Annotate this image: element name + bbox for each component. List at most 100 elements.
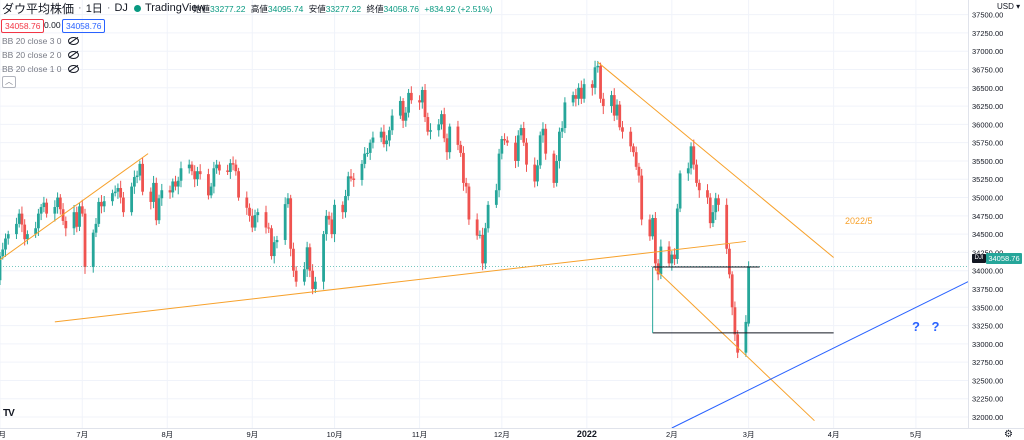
time-tick-label: 9月: [246, 430, 258, 439]
collapse-legend-button[interactable]: ︿: [2, 76, 16, 88]
eye-hidden-icon[interactable]: [67, 37, 79, 45]
candle-body: [571, 95, 575, 103]
candle-body: [264, 212, 268, 228]
candle-body: [448, 126, 452, 153]
candle-body: [130, 186, 134, 213]
annotation-question[interactable]: ? ?: [912, 319, 944, 334]
chart-header: ダウ平均株価 · 1日 · DJ TradingView: [0, 0, 205, 16]
time-axis-divider: [0, 428, 1024, 429]
interval-label[interactable]: 1日: [85, 3, 103, 15]
candle-body: [168, 190, 172, 193]
candle-body: [368, 142, 372, 153]
candle-body: [207, 174, 210, 196]
currency-selector[interactable]: USD ▾: [997, 2, 1021, 11]
candle-body: [53, 207, 57, 214]
candle-body: [736, 334, 740, 353]
price-tick-label: 37500.00: [972, 11, 1003, 20]
candle-body: [522, 128, 526, 143]
candle-body: [398, 100, 402, 116]
candle-body: [673, 254, 676, 259]
eye-hidden-icon[interactable]: [67, 65, 79, 73]
time-tick-label: 5月: [910, 430, 922, 439]
price-tick-label: 34750.00: [972, 212, 1003, 221]
candle-body: [292, 248, 295, 271]
candle-body: [313, 281, 317, 289]
candle-body: [612, 95, 616, 116]
sell-price-box[interactable]: 34058.76: [1, 19, 45, 33]
candle-body: [711, 212, 715, 224]
buy-price-box[interactable]: 34058.76: [62, 19, 106, 33]
candle-body: [714, 198, 718, 213]
candle-body: [418, 100, 421, 103]
candle-body: [675, 208, 679, 259]
candle-body: [483, 228, 487, 264]
time-tick-label: 8月: [161, 430, 173, 439]
market-status-icon: [133, 4, 141, 12]
price-tick-label: 36000.00: [972, 120, 1003, 129]
indicator-label: BB 20 close 3 0: [2, 36, 62, 46]
symbol-title[interactable]: ダウ平均株価: [2, 1, 75, 16]
candle-body: [23, 224, 27, 240]
indicator-bb-2[interactable]: BB 20 close 2 0: [2, 50, 79, 60]
candle-body: [270, 228, 273, 257]
candle-body: [119, 188, 123, 198]
candle-body: [618, 104, 622, 128]
candle-body: [401, 100, 405, 121]
candle-body: [541, 128, 545, 136]
candle-body: [176, 180, 180, 187]
candle-body: [256, 212, 260, 216]
candle-body: [500, 139, 504, 154]
tradingview-logo[interactable]: TV: [3, 408, 15, 419]
price-tick-label: 33500.00: [972, 303, 1003, 312]
candle-body: [497, 153, 501, 191]
candle-body: [190, 164, 194, 172]
candle-body: [366, 152, 369, 154]
last-price-label: 34058.76: [986, 253, 1022, 264]
candle-body: [135, 175, 139, 178]
candle-body: [97, 201, 101, 224]
candle-body: [132, 177, 136, 187]
candle-body: [121, 197, 125, 213]
candle-body: [670, 254, 674, 264]
indicator-bb-3[interactable]: BB 20 close 3 0: [2, 36, 79, 46]
eye-hidden-icon[interactable]: [67, 51, 79, 59]
time-tick-label: 10月: [327, 430, 343, 439]
candle-body: [420, 89, 424, 103]
candle-body: [36, 213, 40, 229]
gear-icon[interactable]: ⚙: [1004, 429, 1013, 440]
indicator-bb-1[interactable]: BB 20 close 1 0: [2, 64, 79, 74]
price-tick-label: 32000.00: [972, 413, 1003, 422]
symbol-code: DJ: [114, 2, 128, 14]
candle-body: [464, 182, 468, 187]
candle-body: [174, 181, 177, 187]
candle-body: [667, 246, 671, 264]
price-tick-label: 36250.00: [972, 102, 1003, 111]
candle-body: [634, 152, 638, 167]
candle-body: [75, 212, 79, 227]
candle-body: [659, 246, 663, 275]
candle-body: [538, 135, 542, 166]
annotation-year-label[interactable]: 2022/5: [845, 216, 873, 226]
trend-line-drawing: [54, 240, 746, 323]
candle-body: [695, 164, 698, 183]
candle-body: [171, 181, 175, 193]
candle-body: [305, 247, 309, 270]
candle-body: [601, 98, 605, 107]
candle-body: [34, 228, 38, 235]
candle-body: [385, 140, 389, 145]
candle-body: [407, 92, 410, 113]
candle-body: [536, 165, 539, 182]
candle-body: [459, 144, 463, 153]
candle-body: [637, 166, 641, 176]
candle-body: [64, 220, 68, 229]
price-tick-label: 33250.00: [972, 322, 1003, 331]
candle-body: [519, 128, 523, 136]
candle-body: [475, 219, 479, 236]
candle-body: [692, 146, 696, 165]
candle-body: [478, 234, 482, 236]
candle-body: [294, 270, 298, 282]
candle-body: [689, 146, 693, 169]
symbol-price-label: DJI: [972, 254, 986, 263]
